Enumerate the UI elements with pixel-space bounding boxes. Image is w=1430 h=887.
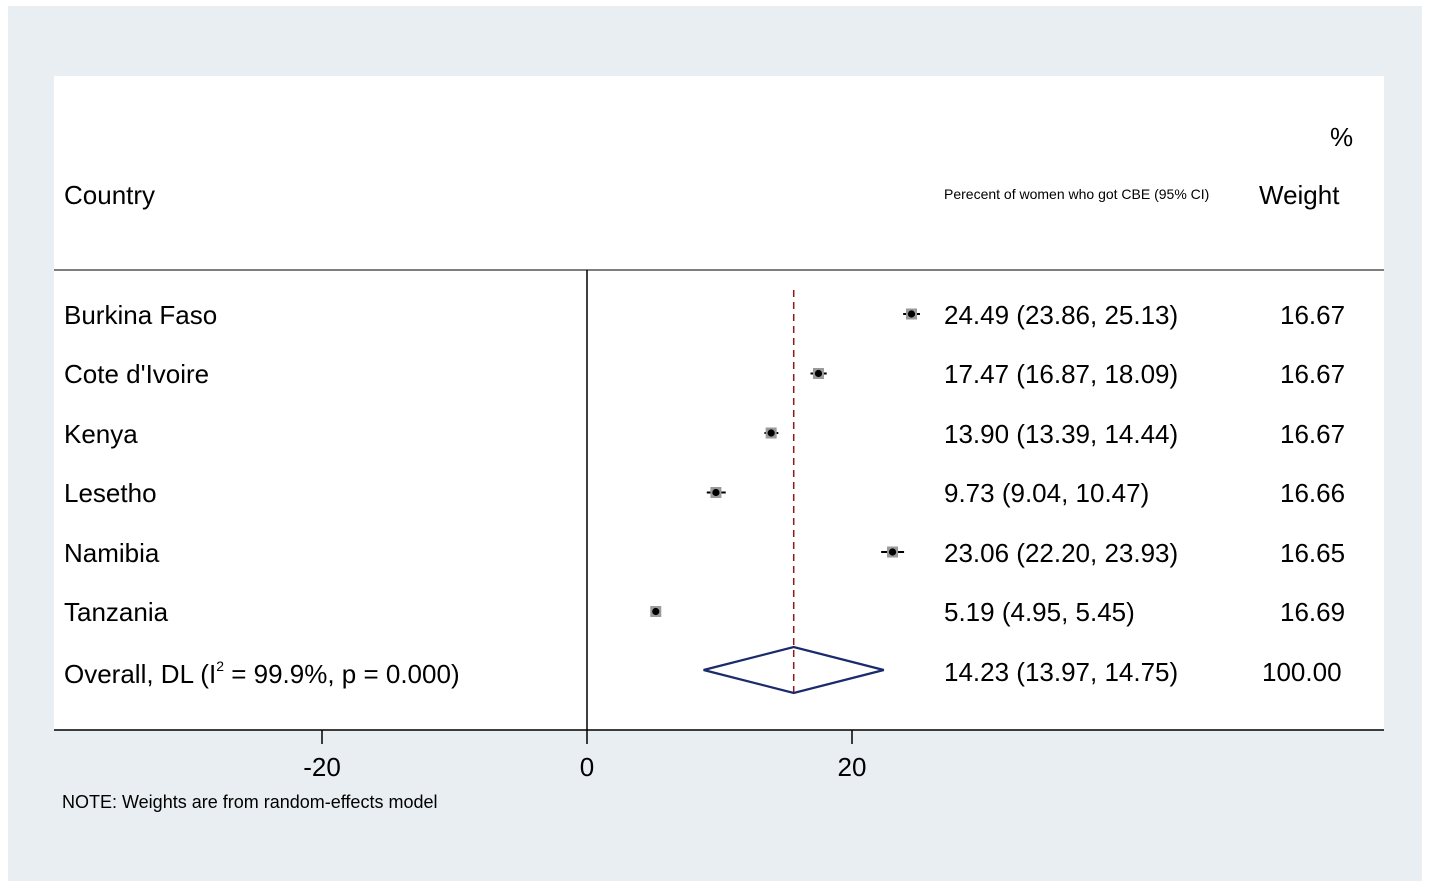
row-estimate: 5.19 (4.95, 5.45) — [944, 597, 1135, 627]
row-label: Tanzania — [64, 597, 169, 627]
point-estimate — [767, 429, 775, 437]
overall-label-superscript: 2 — [216, 658, 224, 674]
overall-label: Overall, DL (I2 = 99.9%, p = 0.000) — [64, 659, 460, 687]
x-tick-label: -20 — [303, 752, 341, 782]
row-weight: 16.67 — [1280, 300, 1346, 330]
header-country: Country — [64, 180, 156, 210]
row-weight: 16.67 — [1280, 359, 1346, 389]
row-estimate: 23.06 (22.20, 23.93) — [944, 538, 1179, 568]
header-weight: Weight — [1259, 180, 1340, 210]
plot-panel — [54, 76, 1384, 730]
point-estimate — [907, 310, 916, 318]
header-estimate: Perecent of women who got CBE (95% CI) — [944, 186, 1210, 202]
row-weight: 16.65 — [1280, 538, 1346, 568]
row-label: Namibia — [64, 538, 160, 568]
row-weight: 16.67 — [1280, 419, 1346, 449]
overall-label-suffix: = 99.9%, p = 0.000) — [223, 659, 460, 689]
overall-estimate: 14.23 (13.97, 14.75) — [944, 657, 1179, 687]
row-label: Cote d'Ivoire — [64, 359, 210, 389]
row-estimate: 17.47 (16.87, 18.09) — [944, 359, 1179, 389]
row-label: Kenya — [64, 419, 138, 449]
point-estimate — [712, 488, 720, 497]
header-percent: % — [1330, 122, 1354, 152]
x-tick-label: 20 — [838, 752, 867, 782]
point-estimate — [652, 607, 660, 616]
row-label: Burkina Faso — [64, 300, 218, 330]
point-estimate — [814, 369, 823, 378]
row-estimate: 13.90 (13.39, 14.44) — [944, 419, 1179, 449]
row-estimate: 9.73 (9.04, 10.47) — [944, 478, 1150, 508]
overall-weight: 100.00 — [1262, 657, 1342, 687]
row-label: Lesetho — [64, 478, 157, 508]
footnote: NOTE: Weights are from random-effects mo… — [62, 792, 438, 812]
row-estimate: 24.49 (23.86, 25.13) — [944, 300, 1179, 330]
row-weight: 16.69 — [1280, 597, 1346, 627]
overall-label-prefix: Overall, DL (I — [64, 659, 217, 689]
point-estimate — [888, 548, 897, 556]
x-tick-label: 0 — [580, 752, 594, 782]
row-weight: 16.66 — [1280, 478, 1346, 508]
overall-diamond — [703, 645, 885, 695]
